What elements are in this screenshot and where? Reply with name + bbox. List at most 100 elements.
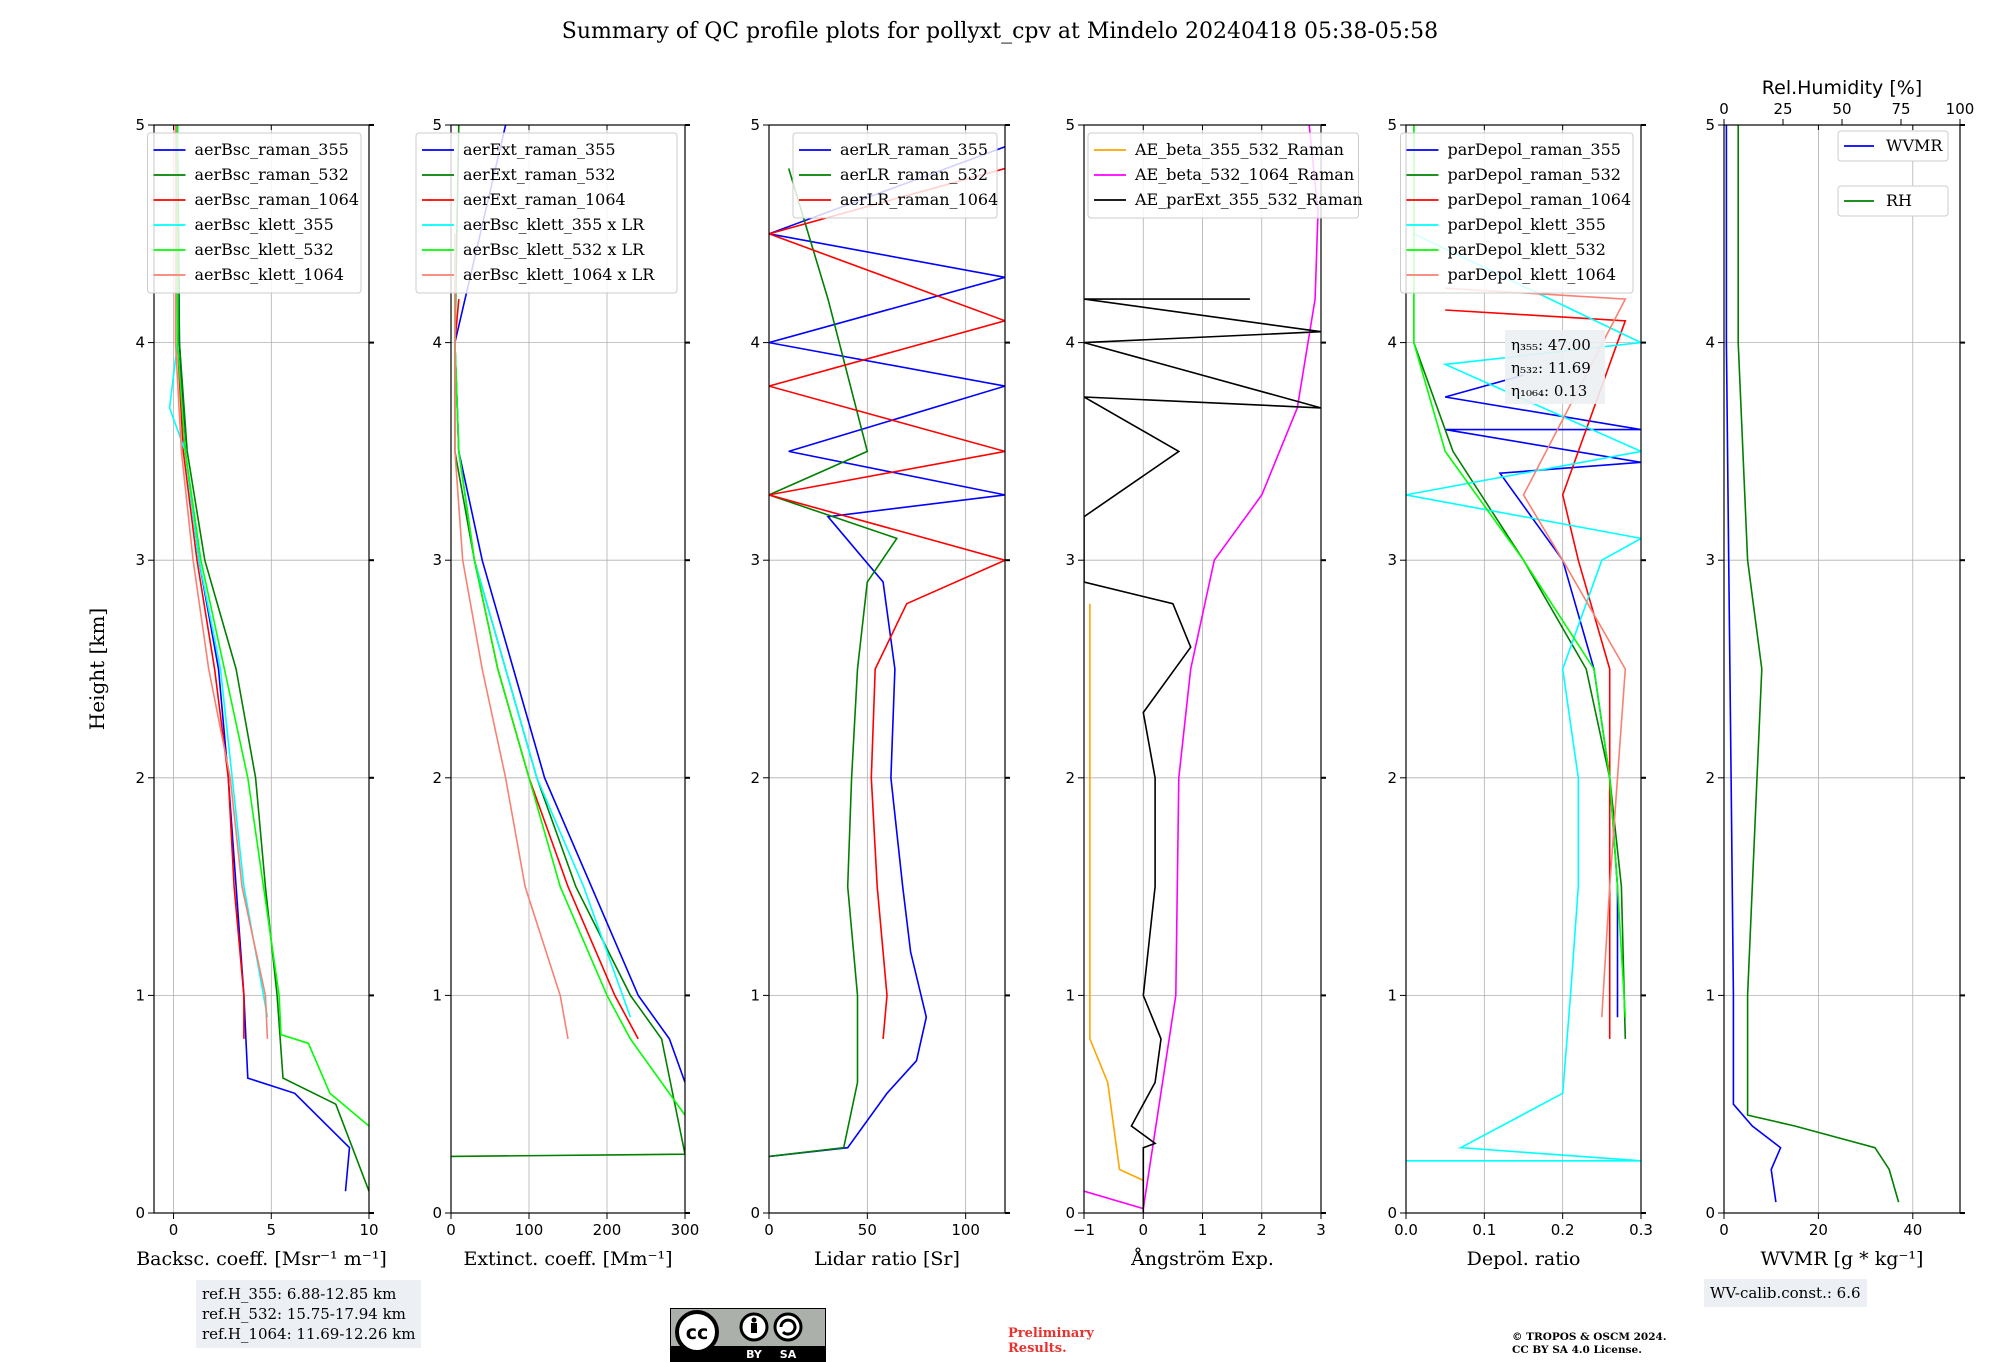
chart-panel-3: 0 50 100 0 1 2 3 4 5 Lidar ratio [Sr] aerLR_raman_… <box>750 116 1010 1270</box>
y-tick-label: 5 <box>135 116 145 134</box>
legend-label: RH <box>1886 191 1912 210</box>
svg-text:cc: cc <box>686 1322 709 1344</box>
badge-sa-label: SA <box>780 1348 797 1361</box>
top-x-tick-label: 25 <box>1773 100 1792 118</box>
y-tick-label: 4 <box>1387 334 1397 352</box>
series-group <box>1406 125 1641 1162</box>
chart-panel-6: 0 20 40 0 1 2 3 4 5 WVMR [g * kg⁻¹] 0 25 50 75 100 Rel.… <box>1705 77 1974 1270</box>
ref-height-532: ref.H_532: 15.75-17.94 km <box>202 1305 406 1323</box>
y-tick-label: 0 <box>1065 1204 1075 1222</box>
legend-label: AE_beta_532_1064_Raman <box>1134 165 1354 184</box>
x-tick-label: 0.0 <box>1394 1221 1418 1239</box>
annotation-box <box>1505 330 1605 404</box>
x-tick-label: 0 <box>446 1221 456 1239</box>
legend-label: aerBsc_raman_1064 <box>195 190 360 209</box>
chart-panel-1: 0 5 10 0 1 2 3 4 5 Backsc. coeff. [Msr⁻¹ m⁻¹] Heig… <box>85 116 387 1270</box>
legend-box <box>147 132 362 294</box>
chart-panel-5: 0.0 0.1 0.2 0.3 0 1 2 3 4 5 Depol. ratio parDepol_r… <box>1387 116 1652 1270</box>
legend-label: parDepol_klett_1064 <box>1448 265 1617 284</box>
y-tick-label: 3 <box>1705 551 1715 569</box>
ref-height-1064: ref.H_1064: 11.69-12.26 km <box>202 1325 416 1343</box>
copyright-line-1: © TROPOS & OSCM 2024. <box>1512 1331 1667 1343</box>
x-tick-label: 40 <box>1903 1221 1922 1239</box>
x-tick-label: 200 <box>593 1221 622 1239</box>
series-line-WVMR <box>1725 125 1782 1203</box>
annotation-eta: η₅₃₂: 11.69 <box>1511 359 1591 377</box>
series-line-AE_parExt_355_532_Raman <box>1084 298 1321 1213</box>
cc-by-sa-license-badge: cc BY SA <box>670 1308 826 1362</box>
x-tick-label: 5 <box>266 1221 276 1239</box>
top-x-tick-label: 50 <box>1832 100 1851 118</box>
x-axis-label: Lidar ratio [Sr] <box>814 1248 960 1270</box>
y-tick-label: 4 <box>1705 334 1715 352</box>
series-line-parDepol_raman_1064 <box>1445 309 1627 1039</box>
legend-box <box>415 132 678 294</box>
series-line-parDepol_klett_1064 <box>1445 287 1627 1018</box>
legend-box <box>1400 132 1634 294</box>
legend-box <box>1087 132 1359 219</box>
legend: aerExt_raman_355 aerExt_raman_532 aerExt_r… <box>415 132 678 294</box>
y-tick-label: 3 <box>750 551 760 569</box>
x-tick-label: 10 <box>359 1221 378 1239</box>
wv-calibration-text: WV-calib.const.: 6.6 <box>1710 1284 1861 1302</box>
y-tick-label: 2 <box>135 769 145 787</box>
x-tick-label: 100 <box>951 1221 980 1239</box>
y-tick-label: 0 <box>1705 1204 1715 1222</box>
legend: parDepol_raman_355 parDepol_raman_532 parD… <box>1400 132 1634 294</box>
legend-label: aerBsc_raman_532 <box>195 165 349 184</box>
series-line-parDepol_klett_532 <box>1413 125 1627 1018</box>
legend-label: WVMR <box>1886 136 1943 155</box>
series-line-aerBsc_klett_355 x LR <box>454 233 632 1018</box>
x-tick-label: 0.1 <box>1472 1221 1496 1239</box>
x-tick-label: 50 <box>858 1221 877 1239</box>
share-alike-icon <box>773 1312 803 1342</box>
x-axis-label: WVMR [g * kg⁻¹] <box>1761 1248 1924 1270</box>
legend: aerLR_raman_355 aerLR_raman_532 aerLR_rama… <box>792 132 998 219</box>
y-tick-label: 1 <box>135 986 145 1004</box>
legend-label: AE_parExt_355_532_Raman <box>1134 190 1363 209</box>
preliminary-results-note: Preliminary Results. <box>1008 1326 1094 1356</box>
figure-title: Summary of QC profile plots for pollyxt_… <box>562 19 1438 44</box>
legend-label: parDepol_raman_532 <box>1448 165 1621 184</box>
y-tick-label: 2 <box>750 769 760 787</box>
legend-label: aerBsc_klett_532 <box>195 240 334 259</box>
copyright-note: © TROPOS & OSCM 2024. CC BY SA 4.0 Licen… <box>1512 1331 1667 1357</box>
annotation-eta: η₃₅₅: 47.00 <box>1511 336 1591 354</box>
y-tick-label: 4 <box>1065 334 1075 352</box>
legend-label: AE_beta_355_532_Raman <box>1134 140 1344 159</box>
x-tick-label: 2 <box>1257 1221 1267 1239</box>
x-tick-label: 1 <box>1198 1221 1208 1239</box>
legend-label: aerBsc_klett_355 <box>195 215 334 234</box>
y-tick-label: 3 <box>1065 551 1075 569</box>
legend: AE_beta_355_532_Raman AE_beta_532_1064_Ra… <box>1087 132 1363 219</box>
x-axis-label: Backsc. coeff. [Msr⁻¹ m⁻¹] <box>136 1248 387 1270</box>
series-line-AE_beta_532_1064_Raman <box>1084 125 1319 1210</box>
legend-label: aerBsc_klett_1064 x LR <box>463 265 655 284</box>
series-group <box>1725 125 1900 1203</box>
series-line-RH <box>1737 125 1900 1203</box>
top-x-axis-label: Rel.Humidity [%] <box>1762 77 1922 99</box>
x-axis-label: Ångström Exp. <box>1130 1248 1274 1270</box>
series-group <box>769 146 1005 1158</box>
legend-label: parDepol_klett_532 <box>1448 240 1606 259</box>
series-line-AE_beta_355_532_Raman <box>1089 603 1144 1182</box>
x-tick-label: 0.2 <box>1551 1221 1575 1239</box>
legend-label: aerLR_raman_355 <box>840 140 988 159</box>
series-group <box>168 125 369 1192</box>
legend-label: parDepol_raman_355 <box>1448 140 1621 159</box>
legend-box <box>1837 185 1949 217</box>
legend-label: parDepol_klett_355 <box>1448 215 1606 234</box>
y-tick-label: 0 <box>750 1204 760 1222</box>
legend-label: aerBsc_klett_532 x LR <box>463 240 645 259</box>
series-line-aerLR_raman_532 <box>769 168 899 1158</box>
x-tick-label: 3 <box>1316 1221 1326 1239</box>
legend: aerBsc_raman_355 aerBsc_raman_532 aerBsc_r… <box>147 132 362 294</box>
y-tick-label: 5 <box>1065 116 1075 134</box>
series-line-parDepol_raman_532 <box>1413 125 1627 1039</box>
x-axis-label: Extinct. coeff. [Mm⁻¹] <box>463 1248 672 1270</box>
ref-height-355: ref.H_355: 6.88-12.85 km <box>202 1285 397 1303</box>
chart-panel-2: 0 100 200 300 0 1 2 3 4 5 Extinct. coeff. [Mm⁻¹] ae… <box>415 116 699 1270</box>
